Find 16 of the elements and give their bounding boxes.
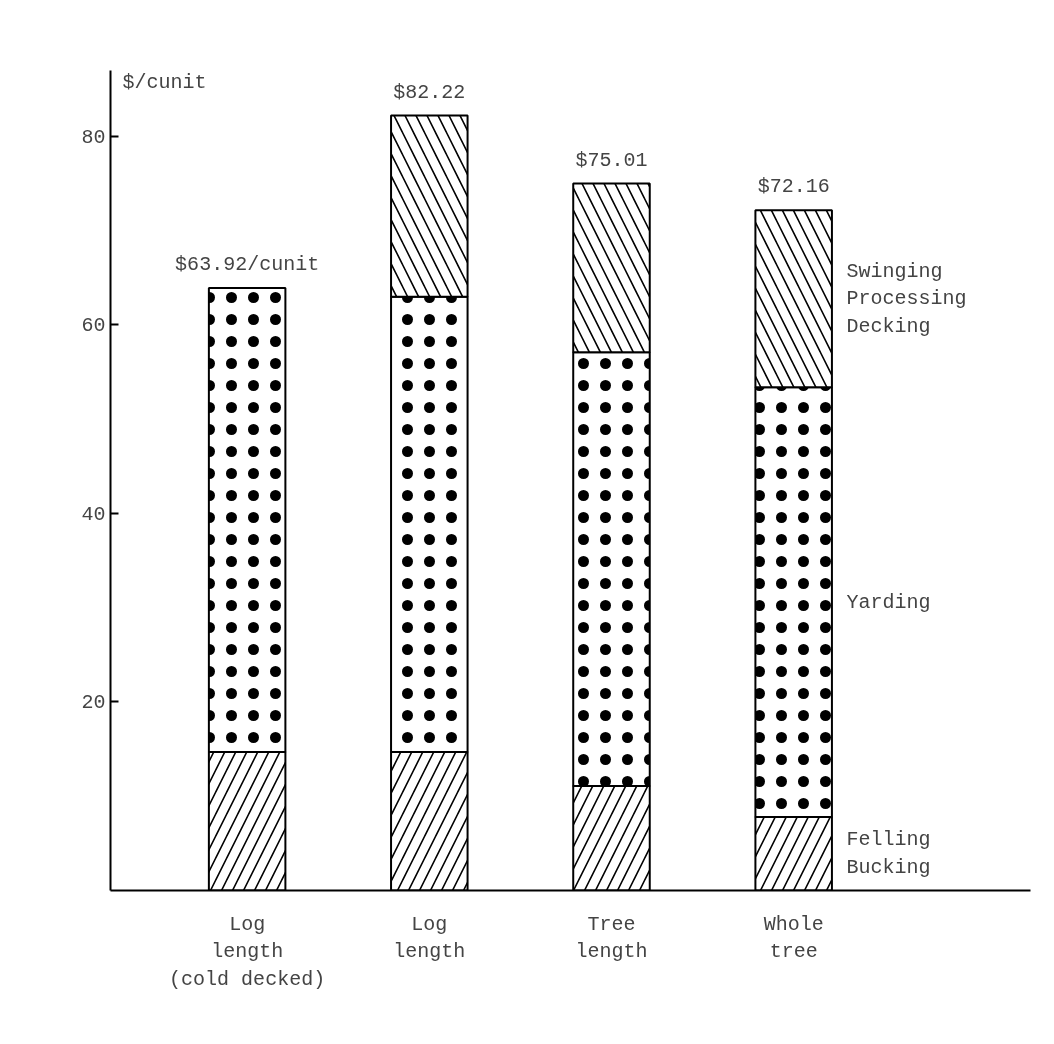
- total-label: $75.01: [575, 148, 648, 172]
- y-tick-label: 60: [81, 314, 106, 338]
- series-label: Felling Bucking: [846, 828, 931, 880]
- y-tick-label: 40: [81, 502, 106, 526]
- y-tick-label: 80: [81, 125, 106, 149]
- y-axis-title: $/cunit: [122, 70, 207, 94]
- x-tick-label: Tree length: [575, 912, 648, 964]
- total-label: $63.92/cunit: [175, 253, 320, 277]
- x-tick-label: Whole tree: [763, 912, 824, 964]
- series-label: Yarding: [846, 590, 931, 614]
- total-label: $72.16: [757, 175, 830, 199]
- series-label: Swinging Processing Decking: [846, 259, 967, 338]
- y-tick-label: 20: [81, 691, 106, 715]
- x-tick-label: Log length (cold decked): [169, 912, 326, 991]
- x-tick-label: Log length: [393, 912, 466, 964]
- total-label: $82.22: [393, 80, 466, 104]
